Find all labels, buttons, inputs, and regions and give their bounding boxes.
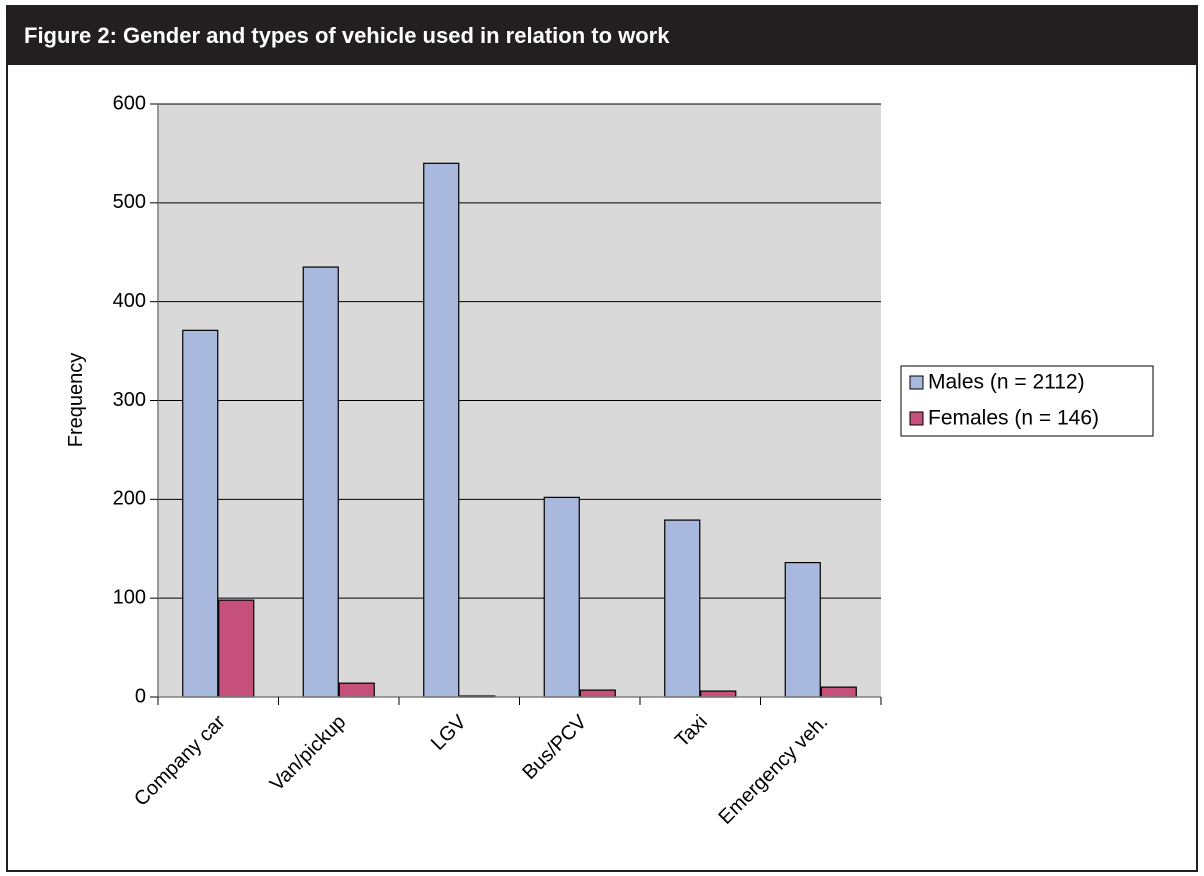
legend: Males (n = 2112) Females (n = 146) bbox=[900, 365, 1154, 437]
legend-swatch-males bbox=[909, 375, 924, 390]
x-tick-label: Taxi bbox=[671, 711, 712, 752]
x-tick-label: Van/pickup bbox=[266, 711, 350, 795]
y-tick-label: 500 bbox=[113, 191, 146, 213]
bar-males-2 bbox=[423, 162, 460, 698]
x-tick-label: Emergency veh. bbox=[715, 711, 833, 829]
bar-females-4 bbox=[700, 690, 737, 698]
y-axis-ticks: 0 100 200 300 400 500 600 bbox=[113, 92, 158, 707]
y-tick-label: 100 bbox=[113, 586, 146, 608]
bar-males-3 bbox=[543, 496, 580, 698]
y-tick-label: 200 bbox=[113, 488, 146, 510]
bar-females-3 bbox=[579, 689, 616, 698]
bar-females-1 bbox=[338, 682, 375, 698]
x-tick-label: LGV bbox=[427, 711, 471, 755]
x-tick-label: Bus/PCV bbox=[518, 711, 591, 784]
bar-males-1 bbox=[302, 266, 339, 698]
y-tick-label: 300 bbox=[113, 389, 146, 411]
bar-males-0 bbox=[182, 329, 219, 698]
x-axis-ticks: Company car Van/pickup LGV Bus/PCV Taxi Emerg… bbox=[130, 697, 882, 829]
bar-males-5 bbox=[784, 561, 821, 698]
x-tick-label: Company car bbox=[130, 711, 230, 811]
figure-title: Figure 2: Gender and types of vehicle us… bbox=[8, 7, 1196, 65]
y-tick-label: 400 bbox=[113, 290, 146, 312]
bar-females-0 bbox=[218, 599, 255, 698]
legend-swatch-females bbox=[909, 411, 924, 426]
y-tick-label: 600 bbox=[113, 92, 146, 114]
bars bbox=[182, 162, 857, 698]
legend-box bbox=[900, 365, 1154, 437]
gridlines bbox=[158, 103, 881, 599]
legend-label-females: Females (n = 146) bbox=[928, 407, 1099, 430]
y-axis-label: Frequency bbox=[65, 353, 87, 448]
y-tick-label: 0 bbox=[135, 685, 146, 707]
bar-males-4 bbox=[664, 519, 701, 698]
bar-females-5 bbox=[820, 686, 857, 698]
legend-label-males: Males (n = 2112) bbox=[928, 371, 1085, 394]
